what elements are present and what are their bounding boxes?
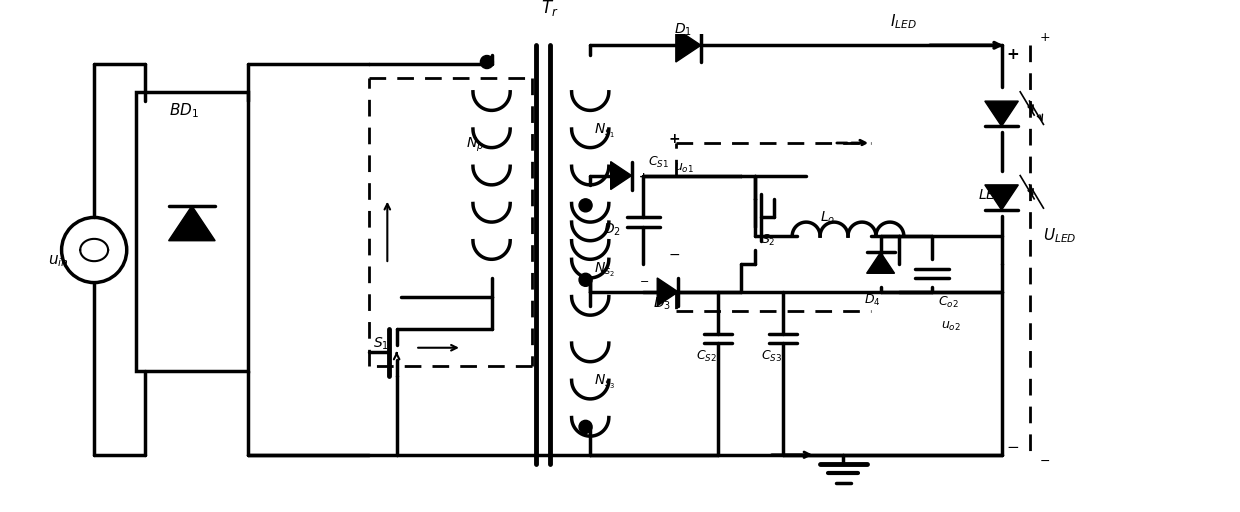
Text: $D_3$: $D_3$ bbox=[652, 296, 671, 312]
Polygon shape bbox=[985, 101, 1018, 126]
Text: $D_4$: $D_4$ bbox=[864, 293, 880, 308]
Text: $BD_1$: $BD_1$ bbox=[169, 101, 198, 120]
Text: $C_{S2}$: $C_{S2}$ bbox=[697, 349, 717, 364]
Text: $-$: $-$ bbox=[668, 246, 681, 261]
Polygon shape bbox=[169, 206, 216, 241]
Text: +: + bbox=[668, 132, 680, 146]
Text: $D_2$: $D_2$ bbox=[603, 221, 621, 238]
Text: $u_{o2}$: $u_{o2}$ bbox=[941, 320, 961, 333]
Polygon shape bbox=[610, 162, 631, 189]
Text: $U_{LED}$: $U_{LED}$ bbox=[1044, 227, 1078, 245]
Text: $+$: $+$ bbox=[1039, 31, 1050, 44]
Polygon shape bbox=[676, 29, 701, 62]
Text: $C_{S1}$: $C_{S1}$ bbox=[649, 155, 668, 170]
Circle shape bbox=[480, 55, 494, 69]
Text: $-$: $-$ bbox=[639, 274, 649, 285]
Text: $N_p$: $N_p$ bbox=[466, 136, 485, 154]
Polygon shape bbox=[657, 278, 678, 306]
Circle shape bbox=[579, 420, 591, 433]
Text: +: + bbox=[1006, 47, 1019, 62]
Polygon shape bbox=[867, 252, 894, 273]
Text: $T_r$: $T_r$ bbox=[541, 0, 558, 18]
Text: $C_{o2}$: $C_{o2}$ bbox=[939, 295, 959, 310]
Text: $-$: $-$ bbox=[1006, 438, 1019, 453]
Circle shape bbox=[579, 199, 591, 212]
Text: +: + bbox=[639, 172, 647, 182]
Polygon shape bbox=[985, 185, 1018, 210]
Bar bbox=[136, 92, 248, 371]
Circle shape bbox=[579, 273, 591, 286]
Text: $u_{o1}$: $u_{o1}$ bbox=[675, 162, 694, 175]
Text: $C_{S3}$: $C_{S3}$ bbox=[761, 349, 782, 364]
Text: $LED$: $LED$ bbox=[978, 188, 1007, 202]
Text: $L_o$: $L_o$ bbox=[820, 210, 836, 226]
Text: $N_{s_2}$: $N_{s_2}$ bbox=[594, 261, 615, 280]
Text: $S_2$: $S_2$ bbox=[761, 232, 776, 248]
Text: $-$: $-$ bbox=[1039, 454, 1050, 467]
Text: $D_1$: $D_1$ bbox=[675, 22, 692, 38]
Text: $S_1$: $S_1$ bbox=[373, 336, 389, 352]
Text: $I_{LED}$: $I_{LED}$ bbox=[890, 13, 916, 31]
Text: $N_{s_1}$: $N_{s_1}$ bbox=[594, 122, 615, 140]
Text: $N_{s_3}$: $N_{s_3}$ bbox=[594, 373, 615, 391]
Text: $u_{in}$: $u_{in}$ bbox=[47, 253, 68, 269]
